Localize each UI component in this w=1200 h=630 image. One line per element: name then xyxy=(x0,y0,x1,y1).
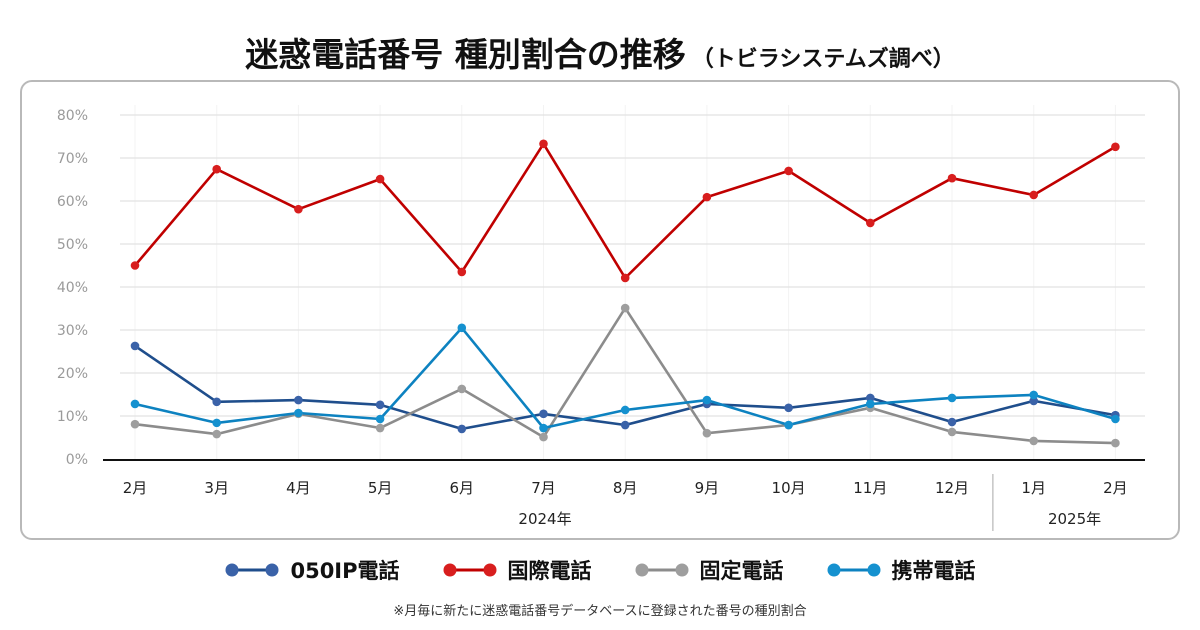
y-axis-ticks: 0% 10% 20% 30% 40% 50% 60% 70% 80% xyxy=(57,108,88,468)
data-point xyxy=(866,393,875,403)
data-point xyxy=(457,267,467,277)
data-point xyxy=(539,423,548,433)
x-tick-label: 3月 xyxy=(204,479,229,497)
data-point xyxy=(947,393,957,403)
legend-item: 固定電話 xyxy=(634,555,784,585)
data-point xyxy=(212,429,221,439)
data-point xyxy=(784,403,793,413)
x-tick-label: 7月 xyxy=(531,479,556,497)
data-point xyxy=(212,397,221,407)
data-point xyxy=(1111,414,1120,424)
y-tick-label: 30% xyxy=(57,323,88,339)
data-point xyxy=(702,395,712,405)
data-point xyxy=(294,408,303,418)
x-tick-label: 1月 xyxy=(1021,479,1046,497)
chart-title-main: 迷惑電話番号 種別割合の推移 xyxy=(245,35,686,74)
data-point xyxy=(620,273,630,283)
x-tick-label: 12月 xyxy=(935,479,969,497)
y-tick-label: 50% xyxy=(57,237,88,253)
chart-panel xyxy=(20,80,1180,540)
data-point xyxy=(457,384,467,394)
legend-swatch-icon xyxy=(635,563,689,577)
data-point xyxy=(1029,436,1038,446)
x-tick-label: 11月 xyxy=(853,479,887,497)
legend: 050IP電話 国際電話 固定電話 携帯電話 xyxy=(0,555,1200,585)
y-tick-label: 20% xyxy=(57,366,88,382)
footnote: ※月毎に新たに迷惑電話番号データベースに登録された番号の種別割合 xyxy=(393,604,807,619)
data-point xyxy=(539,432,548,442)
data-point xyxy=(702,428,712,438)
data-point xyxy=(947,427,957,437)
data-point xyxy=(784,420,793,430)
x-tick-label: 8月 xyxy=(613,479,638,497)
x-tick-label: 6月 xyxy=(450,479,475,497)
data-point xyxy=(130,419,140,429)
data-point xyxy=(539,409,548,419)
data-point xyxy=(1029,190,1038,200)
x-tick-label: 2月 xyxy=(1103,479,1128,497)
legend-swatch-icon xyxy=(443,563,497,577)
y-tick-label: 10% xyxy=(57,409,88,425)
legend-swatch-icon xyxy=(827,563,881,577)
data-point xyxy=(130,399,140,409)
data-point xyxy=(1111,438,1120,448)
data-point xyxy=(294,204,303,214)
data-point xyxy=(539,139,548,149)
x-tick-label: 9月 xyxy=(695,479,720,497)
data-point xyxy=(620,420,630,430)
data-point xyxy=(375,400,385,410)
data-point xyxy=(866,218,875,228)
y-tick-label: 60% xyxy=(57,194,88,210)
y-tick-label: 0% xyxy=(66,452,88,468)
data-point xyxy=(130,341,140,351)
year-group-label: 2024年 xyxy=(518,510,571,528)
data-point xyxy=(702,192,712,202)
legend-label: 050IP電話 xyxy=(290,559,400,583)
data-point xyxy=(947,417,957,427)
legend-label: 固定電話 xyxy=(699,559,784,583)
data-point xyxy=(375,423,385,433)
y-tick-label: 80% xyxy=(57,108,88,124)
legend-item: 050IP電話 xyxy=(224,555,400,585)
data-point xyxy=(457,424,467,434)
data-point xyxy=(784,166,793,176)
data-point xyxy=(375,414,385,424)
gridlines xyxy=(120,105,1145,459)
data-point xyxy=(375,174,385,184)
data-point xyxy=(457,323,467,333)
chart-title-sub: （トビラシステムズ調べ） xyxy=(691,47,955,72)
data-point xyxy=(620,405,630,415)
legend-label: 国際電話 xyxy=(507,559,592,583)
legend-swatch-icon xyxy=(225,563,279,577)
series-markers xyxy=(130,139,1120,448)
data-point xyxy=(947,173,957,183)
data-point xyxy=(212,418,221,428)
data-point xyxy=(1029,396,1038,406)
chart-title: 迷惑電話番号 種別割合の推移 （トビラシステムズ調べ） xyxy=(0,28,1200,76)
data-point xyxy=(1111,142,1120,152)
data-point xyxy=(866,399,875,409)
data-point xyxy=(294,395,303,405)
x-tick-label: 4月 xyxy=(286,479,311,497)
y-tick-label: 40% xyxy=(57,280,88,296)
x-tick-label: 10月 xyxy=(772,479,806,497)
legend-item: 携帯電話 xyxy=(826,555,976,585)
x-tick-label: 2月 xyxy=(123,479,148,497)
data-point xyxy=(620,303,630,313)
x-tick-label: 5月 xyxy=(368,479,393,497)
y-tick-label: 70% xyxy=(57,151,88,167)
data-point xyxy=(212,164,221,174)
data-point xyxy=(1029,390,1038,400)
x-axis: 2月 3月 4月 5月 6月 7月 8月 9月 10月 11月 12月 1月 2月 2024年 2025年 xyxy=(103,459,1145,531)
year-group-label: 2025年 xyxy=(1048,510,1101,528)
data-point xyxy=(130,261,140,270)
legend-item: 国際電話 xyxy=(442,555,592,585)
legend-label: 携帯電話 xyxy=(891,559,976,583)
